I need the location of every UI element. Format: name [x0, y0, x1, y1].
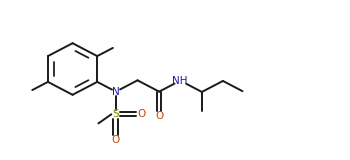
Text: S: S [113, 109, 119, 119]
Text: NH: NH [173, 76, 188, 86]
Text: N: N [112, 87, 120, 97]
Text: O: O [112, 135, 120, 145]
Text: O: O [155, 112, 163, 121]
Text: O: O [138, 109, 146, 119]
